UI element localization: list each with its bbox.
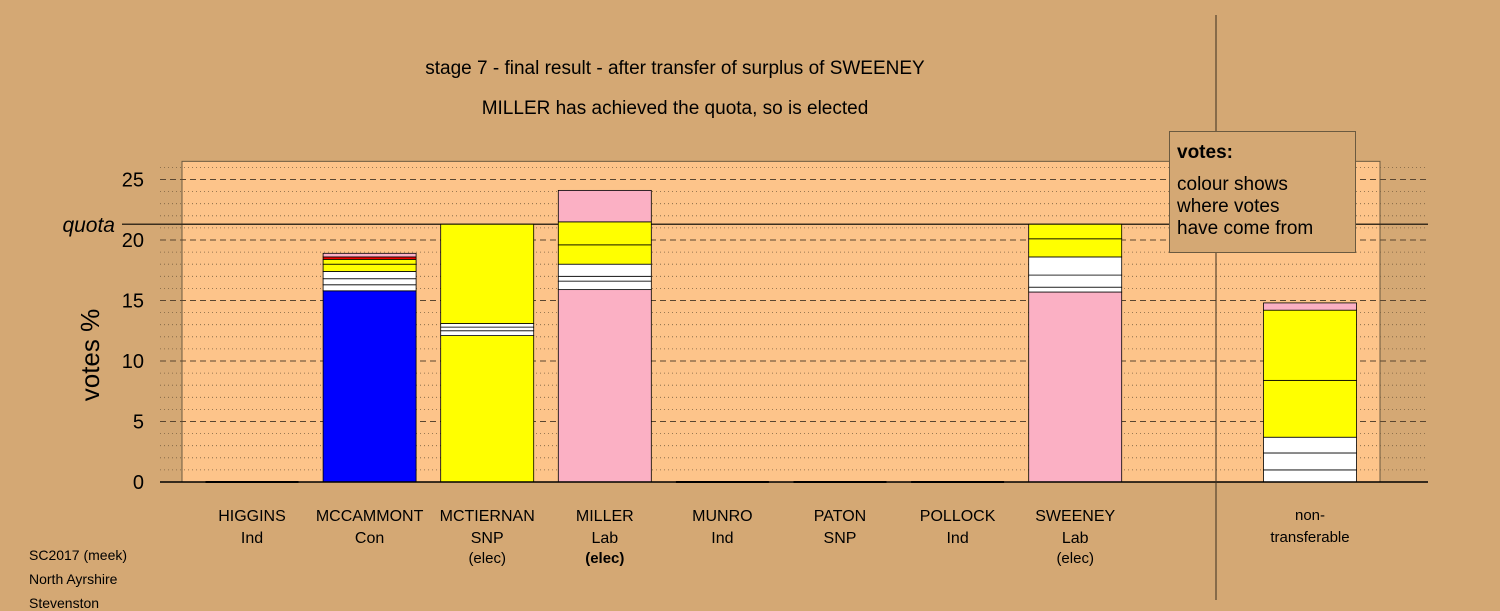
bar-sweeney-segment xyxy=(1028,291,1123,483)
chart-title: stage 7 - final result - after transfer … xyxy=(425,58,925,79)
bar-mctiernan-segment xyxy=(440,326,535,332)
bars xyxy=(205,189,1357,483)
bar-miller-segment xyxy=(557,280,652,291)
axes: 0 5 10 15 20 25 xyxy=(122,15,1428,600)
y-tick-label: 15 xyxy=(122,291,144,313)
non-transferable-label: transferable xyxy=(1270,529,1349,546)
bar-mccammont-segment xyxy=(322,258,417,265)
legend-line-1: colour shows xyxy=(1177,174,1288,195)
bar-sweeney-segment xyxy=(1028,238,1123,258)
bar-miller-segment xyxy=(557,189,652,223)
legend-line-3: have come from xyxy=(1177,218,1314,239)
y-tick-label: 5 xyxy=(133,412,144,434)
legend-line-2: where votes xyxy=(1177,196,1280,217)
candidate-party: SNP xyxy=(824,530,857,547)
chart-subtitle: MILLER has achieved the quota, so is ele… xyxy=(482,98,869,119)
bar-mctiernan-segment xyxy=(440,330,535,336)
candidate-name: POLLOCK xyxy=(920,508,996,525)
candidate-party: SNP xyxy=(471,530,504,547)
bar-sweeney-segment xyxy=(1028,256,1123,276)
non-transferable-label: non- xyxy=(1295,507,1325,524)
bar-non-transferable-segment xyxy=(1263,302,1357,311)
y-tick-label: 0 xyxy=(133,472,144,494)
bar-mctiernan-segment xyxy=(440,323,535,328)
council-label: North Ayrshire xyxy=(29,571,118,587)
bar-sweeney-segment xyxy=(1028,286,1123,293)
candidate-party: Con xyxy=(355,530,384,547)
candidate-name: SWEENEY xyxy=(1035,508,1115,525)
bar-non-transferable-segment xyxy=(1263,436,1357,454)
legend: votes: colour shows where votes have com… xyxy=(1169,131,1356,253)
bar-non-transferable-segment xyxy=(1263,379,1357,438)
candidate-name: PATON xyxy=(814,508,866,525)
candidate-status: (elec) xyxy=(468,550,506,567)
candidate-status: (elec) xyxy=(1056,550,1094,567)
bar-miller-segment xyxy=(557,289,652,483)
bar-mccammont-segment xyxy=(322,284,417,292)
quota-zone-shade xyxy=(1380,161,1428,224)
bar-mccammont-segment xyxy=(322,252,417,258)
candidate-name: MCTIERNAN xyxy=(440,508,535,525)
election-label: SC2017 (meek) xyxy=(29,547,128,563)
candidate-status: (elec) xyxy=(585,550,624,567)
candidate-name: MUNRO xyxy=(692,508,752,525)
y-axis-label: votes % xyxy=(75,309,105,402)
bar-mccammont-segment xyxy=(322,290,417,483)
bar-non-transferable-segment xyxy=(1263,452,1357,471)
labels: HIGGINS Ind MCCAMMONT Con MCTIERNAN SNP (elec)… xyxy=(218,507,1349,567)
legend-title: votes: xyxy=(1177,142,1233,163)
candidate-name: MILLER xyxy=(576,508,634,525)
candidate-party: Lab xyxy=(591,530,618,547)
bar-sweeney-segment xyxy=(1028,274,1123,288)
candidate-party: Ind xyxy=(241,530,263,547)
candidate-party: Ind xyxy=(946,530,968,547)
y-tick-label: 10 xyxy=(122,351,144,373)
bar-miller-segment xyxy=(557,275,652,282)
bar-miller-segment xyxy=(557,221,652,246)
bar-mctiernan-segment xyxy=(440,223,535,324)
candidate-name: MCCAMMONT xyxy=(316,508,424,525)
bar-non-transferable-segment xyxy=(1263,469,1357,483)
bar-mccammont-segment xyxy=(322,271,417,280)
candidate-name: HIGGINS xyxy=(218,508,286,525)
y-tick-label: 20 xyxy=(122,230,144,252)
bar-miller-segment xyxy=(557,244,652,265)
ward-label: Stevenston xyxy=(29,595,100,611)
quota-label: quota xyxy=(62,214,115,237)
bar-miller-segment xyxy=(557,263,652,277)
bar-mccammont-segment xyxy=(322,263,417,272)
candidate-party: Lab xyxy=(1062,530,1089,547)
y-tick-label: 25 xyxy=(122,170,144,192)
candidate-party: Ind xyxy=(711,530,733,547)
bar-non-transferable-segment xyxy=(1263,309,1357,381)
bar-sweeney-segment xyxy=(1028,223,1123,240)
bar-mctiernan-segment xyxy=(440,335,535,483)
bar-mccammont-segment xyxy=(322,278,417,286)
